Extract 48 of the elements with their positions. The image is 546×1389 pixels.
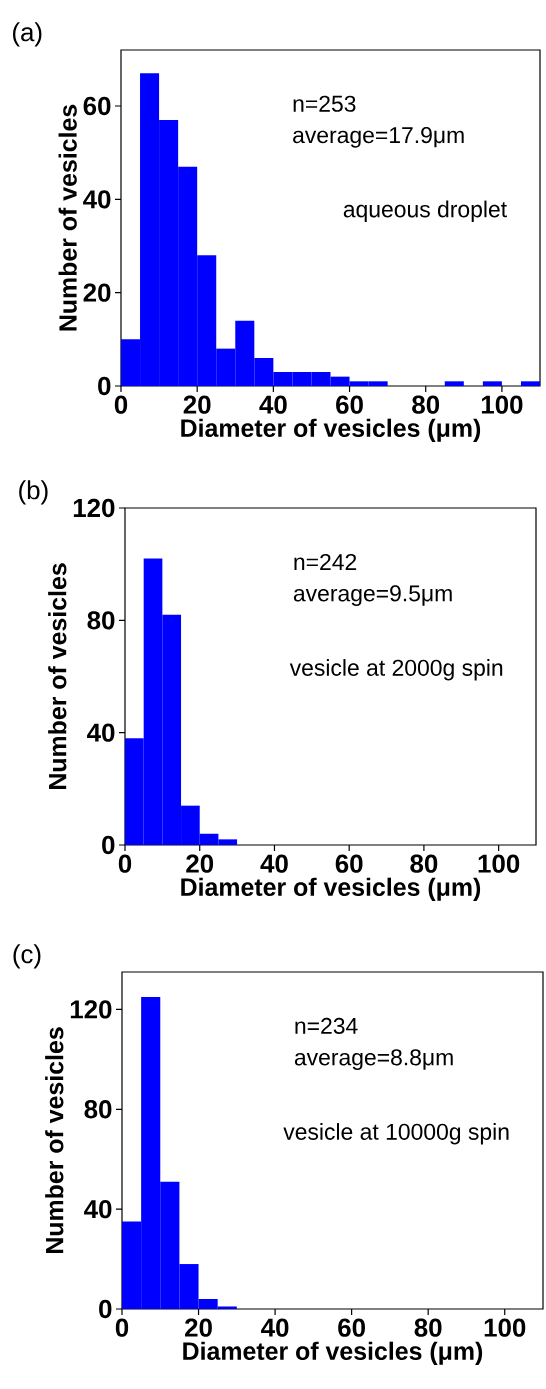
x-tick-label: 40 — [260, 854, 288, 873]
y-tick-label: 120 — [70, 1000, 112, 1019]
y-axis-title: Number of vesicles — [48, 563, 67, 790]
x-tick-label: 80 — [414, 1318, 442, 1337]
y-tick-label: 120 — [73, 498, 115, 518]
annotation: average=9.5μm — [293, 585, 452, 606]
y-tick-label: 0 — [102, 835, 115, 855]
y-tick-label: 20 — [83, 283, 111, 302]
x-tick-label: 20 — [183, 395, 211, 414]
x-tick-label: 20 — [186, 854, 214, 873]
x-tick-label: 0 — [115, 1318, 129, 1337]
x-tick-label: 60 — [336, 395, 363, 414]
y-tick-label: 80 — [84, 1100, 112, 1119]
x-axis-title: Diameter of vesicles (μm) — [181, 418, 481, 442]
x-tick-label: 100 — [478, 854, 520, 873]
annotation: n=234 — [295, 1017, 358, 1035]
annotation: average=17.9μm — [293, 126, 464, 148]
x-tick-label: 100 — [484, 1318, 526, 1337]
chart-title: (a) — [13, 22, 42, 47]
x-tick-label: 40 — [259, 395, 287, 414]
x-tick-label: 60 — [338, 1318, 365, 1337]
annotation: n=253 — [293, 95, 356, 112]
annotation: average=8.8μm — [294, 1049, 453, 1070]
annotation: aqueous droplet — [343, 200, 507, 222]
x-tick-label: 0 — [114, 395, 128, 414]
x-tick-label: 40 — [261, 1318, 289, 1337]
chart-title: (c) — [13, 944, 41, 969]
y-axis-title: Number of vesicles — [58, 104, 77, 331]
y-tick-label: 40 — [83, 190, 111, 209]
x-axis-title: Diameter of vesicles (μm) — [183, 1341, 483, 1365]
x-tick-label: 80 — [412, 395, 440, 414]
annotation: vesicle at 10000g spin — [283, 1123, 509, 1145]
chart-title: (b) — [19, 480, 48, 505]
y-tick-label: 80 — [87, 611, 115, 630]
y-tick-label: 40 — [87, 723, 115, 742]
x-tick-label: 60 — [335, 854, 363, 873]
y-tick-label: 0 — [98, 376, 111, 396]
x-tick-label: 100 — [481, 395, 523, 414]
x-tick-label: 20 — [185, 1318, 212, 1337]
x-tick-label: 80 — [410, 854, 438, 873]
x-axis-title: Diameter of vesicles (μm) — [181, 877, 481, 901]
annotation: n=242 — [294, 553, 357, 570]
annotation: vesicle at 2000g spin — [289, 659, 503, 681]
y-tick-label: 60 — [83, 96, 111, 116]
y-tick-label: 0 — [99, 1299, 112, 1319]
y-tick-label: 40 — [84, 1199, 112, 1219]
x-tick-label: 0 — [118, 854, 132, 873]
y-axis-title: Number of vesicles — [45, 1027, 64, 1254]
